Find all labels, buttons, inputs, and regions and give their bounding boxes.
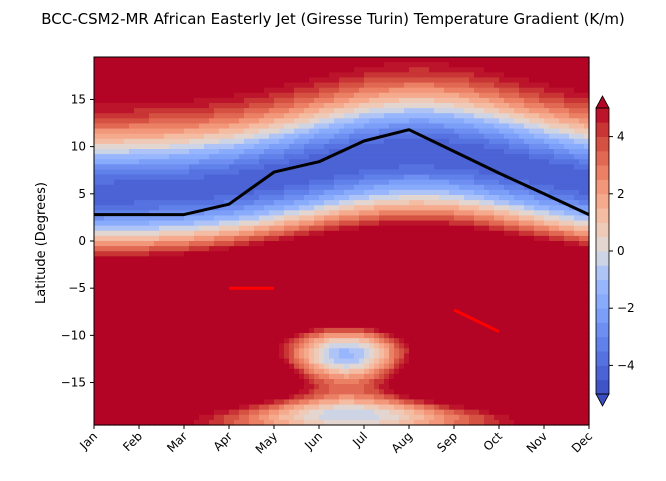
x-tick-label: Mar xyxy=(164,429,190,455)
colorbar-extend-low xyxy=(596,394,609,406)
colorbar-tick-label: −2 xyxy=(617,301,635,315)
colorbar-tick-label: −4 xyxy=(617,358,635,372)
x-tick-label: Jun xyxy=(301,429,325,453)
x-tick-label: May xyxy=(253,429,280,456)
colorbar-extend-high xyxy=(596,96,609,108)
x-tick-label: Jul xyxy=(349,429,370,450)
y-tick-label: 15 xyxy=(71,92,86,106)
y-tick-label: −5 xyxy=(68,281,86,295)
x-tick-label: Jan xyxy=(76,429,100,453)
plot-area: −15 −10 −5 0 5 10 15 Jan Feb Mar Apr May Jun Jul Aug Se… xyxy=(61,57,595,457)
colorbar-segment xyxy=(596,323,609,338)
y-tick-label: −10 xyxy=(61,328,86,342)
colorbar-tick-label: 2 xyxy=(617,187,625,201)
colorbar-segment xyxy=(596,208,609,223)
x-tick-label: Sep xyxy=(434,429,460,455)
colorbar-segment xyxy=(596,137,609,152)
y-tick-label: 10 xyxy=(71,140,86,154)
x-tick-label: Aug xyxy=(389,429,415,455)
colorbar-segment xyxy=(596,308,609,323)
x-tick-label: Oct xyxy=(481,429,506,454)
colorbar-segment xyxy=(596,251,609,266)
x-tick-label: Nov xyxy=(524,429,550,455)
colorbar: −4 −2 0 2 4 xyxy=(596,96,635,406)
colorbar-segment xyxy=(596,294,609,309)
colorbar-segment xyxy=(596,337,609,352)
colorbar-segment xyxy=(596,180,609,195)
colorbar-segment xyxy=(596,280,609,295)
colorbar-segment xyxy=(596,194,609,209)
colorbar-segment xyxy=(596,222,609,237)
colorbar-segment xyxy=(596,265,609,280)
colorbar-segment xyxy=(596,365,609,380)
x-tick-label: Feb xyxy=(120,429,145,454)
colorbar-segment xyxy=(596,380,609,395)
y-tick-label: 5 xyxy=(78,187,86,201)
colorbar-segment xyxy=(596,165,609,180)
y-axis-label: Latitude (Degrees) xyxy=(34,182,49,304)
colorbar-segment xyxy=(596,122,609,137)
colorbar-segment xyxy=(596,237,609,252)
x-tick-label: Apr xyxy=(211,429,236,454)
colorbar-tick-label: 4 xyxy=(617,130,625,144)
colorbar-segment xyxy=(596,151,609,166)
x-tick-label: Dec xyxy=(569,429,595,455)
y-tick-label: −15 xyxy=(61,376,86,390)
colorbar-segment xyxy=(596,108,609,123)
colorbar-tick-label: 0 xyxy=(617,244,625,258)
chart-title: BCC-CSM2-MR African Easterly Jet (Giress… xyxy=(41,10,625,28)
contour-fill xyxy=(94,57,590,426)
colorbar-segment xyxy=(596,351,609,366)
y-tick-label: 0 xyxy=(78,234,86,248)
